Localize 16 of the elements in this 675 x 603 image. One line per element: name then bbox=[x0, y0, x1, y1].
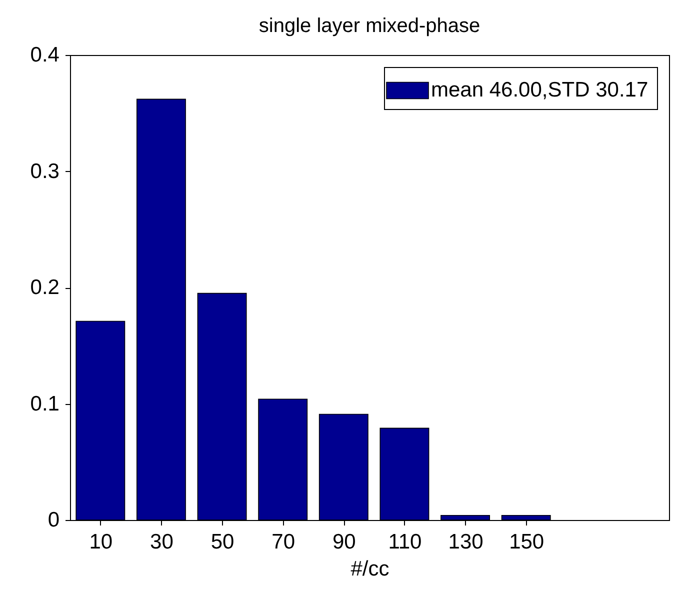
x-tick-label: 30 bbox=[150, 530, 174, 554]
x-tick-label: 130 bbox=[448, 530, 484, 554]
x-axis-title: #/cc bbox=[350, 558, 390, 580]
y-tick-label: 0.3 bbox=[30, 160, 60, 183]
x-tick-label: 50 bbox=[210, 530, 234, 554]
y-tick-label: 0.4 bbox=[30, 44, 60, 66]
x-tick-label: 110 bbox=[388, 530, 422, 554]
x-tick-label: 10 bbox=[89, 530, 113, 554]
y-tick-label: 0.2 bbox=[30, 276, 60, 299]
y-tick-label: 0.1 bbox=[30, 392, 60, 416]
x-tick-label: 90 bbox=[332, 530, 356, 554]
x-tick-label: 150 bbox=[509, 530, 544, 554]
y-tick-label: 0 bbox=[48, 508, 60, 532]
x-tick-label: 70 bbox=[272, 530, 296, 554]
legend-label: mean 46.00,STD 30.17 bbox=[431, 78, 648, 102]
chart-title: single layer mixed-phase bbox=[258, 15, 480, 37]
